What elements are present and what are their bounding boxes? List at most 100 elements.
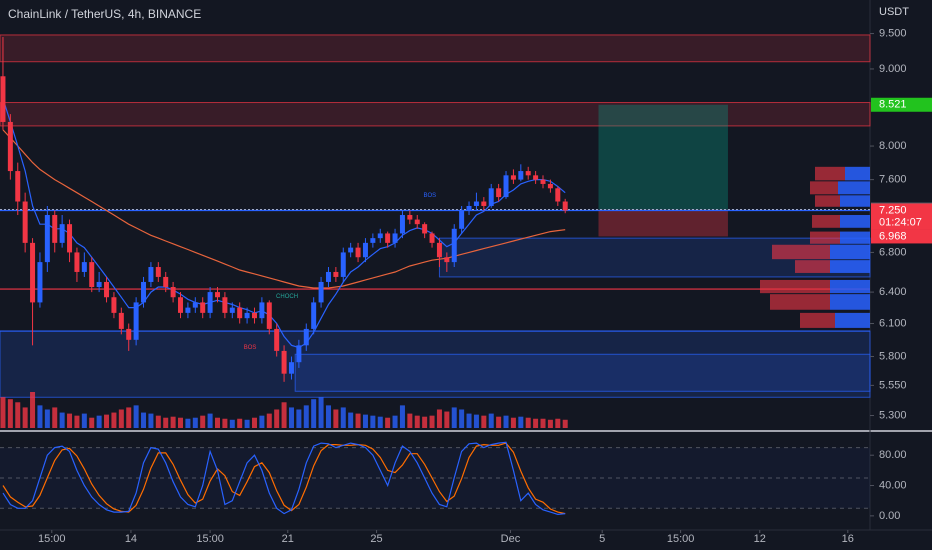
volume-bar [89, 417, 95, 428]
volume-bar [518, 416, 524, 428]
candle-body [288, 362, 294, 374]
candle-body [37, 262, 43, 303]
candle-body [111, 297, 117, 313]
volume-bar [547, 419, 553, 428]
candle-body [133, 302, 139, 340]
candle-body [473, 201, 479, 206]
volume-bar [562, 419, 568, 428]
price-label-box [871, 203, 932, 230]
zone [0, 34, 871, 63]
profile-up [830, 244, 870, 260]
profile-down [810, 231, 840, 244]
candle-body [318, 281, 324, 303]
volume-bar [281, 402, 287, 428]
volume-bar [510, 417, 516, 428]
volume-bar [251, 417, 257, 428]
candle-body [311, 302, 317, 329]
candle-body [503, 175, 509, 198]
volume-bar [185, 418, 191, 428]
volume-bar [303, 405, 309, 428]
x-tick-label: 21 [282, 533, 294, 545]
candle-body [377, 233, 383, 239]
volume-bar [451, 407, 457, 428]
candle-body [370, 238, 376, 243]
candle-body [141, 281, 147, 303]
candle-body [392, 233, 398, 243]
candle-body [436, 242, 442, 258]
candle-body [547, 183, 553, 189]
volume-bar [407, 413, 413, 428]
candle-body [325, 271, 331, 282]
candle-body [126, 328, 132, 340]
candle-body [89, 262, 95, 288]
x-tick-label: 12 [754, 533, 766, 545]
y-tick-label: 5.800 [879, 350, 907, 362]
profile-down [795, 260, 830, 273]
candle-body [222, 297, 228, 313]
volume-bar [444, 411, 450, 428]
ma-fast [2, 98, 566, 349]
y-tick-label: 5.300 [879, 409, 907, 421]
candle-body [562, 201, 568, 211]
volume-bar [74, 415, 80, 428]
x-tick-label: 15:00 [667, 533, 695, 545]
candle-body [59, 224, 65, 243]
candle-body [155, 267, 161, 277]
candle-body [185, 307, 191, 313]
volume-bar [288, 407, 294, 428]
candle-body [496, 188, 502, 198]
stoch-d [2, 442, 566, 515]
volume-bar [392, 415, 398, 428]
x-tick-label: 15:00 [196, 533, 224, 545]
candle-body [555, 188, 561, 202]
volume-bar [333, 409, 339, 428]
candle-body [481, 201, 487, 206]
volume-bar [67, 413, 73, 428]
candle-body [459, 210, 465, 229]
stoch-k [2, 441, 566, 516]
candle-body [22, 201, 28, 243]
candle-body [525, 171, 531, 176]
volume-bar [111, 412, 117, 428]
x-tick-label: 14 [125, 533, 137, 545]
volume-bar [459, 409, 465, 428]
volume-bar [155, 415, 161, 428]
volume-bar [30, 392, 36, 428]
x-tick-label: 16 [842, 533, 854, 545]
price-countdown: 01:24:07 [879, 216, 922, 228]
candle-body [237, 307, 243, 319]
price-label-box [871, 97, 932, 112]
candle-body [52, 215, 58, 243]
candle-body [348, 247, 354, 253]
profile-up [840, 195, 870, 207]
candle-body [170, 287, 176, 298]
profile-up [830, 260, 870, 273]
profile-down [810, 181, 838, 195]
y-tick-label: 6.800 [879, 246, 907, 258]
volume-bar [7, 399, 13, 428]
profile-up [845, 166, 870, 181]
candle-body [207, 292, 213, 313]
candle-body [67, 224, 73, 253]
candle-body [244, 312, 250, 319]
zone [294, 353, 871, 392]
candle-body [229, 307, 235, 313]
candle-body [303, 328, 309, 346]
volume-bar [429, 415, 435, 428]
y-tick-label: 8.000 [879, 140, 907, 152]
volume-bar [37, 405, 43, 428]
volume-bar [481, 415, 487, 428]
y-tick-label: 7.600 [879, 174, 907, 186]
volume-bar [148, 413, 154, 428]
x-tick-label: 15:00 [38, 533, 66, 545]
volume-bar [222, 418, 228, 428]
candle-body [74, 252, 80, 272]
profile-up [840, 231, 870, 244]
candle-body [96, 281, 102, 288]
candle-body [422, 224, 428, 234]
price-label: 6.968 [879, 230, 907, 242]
candle-body [518, 171, 524, 180]
chart-title: ChainLink / TetherUS, 4h, BINANCE [8, 7, 201, 21]
profile-down [770, 294, 830, 310]
